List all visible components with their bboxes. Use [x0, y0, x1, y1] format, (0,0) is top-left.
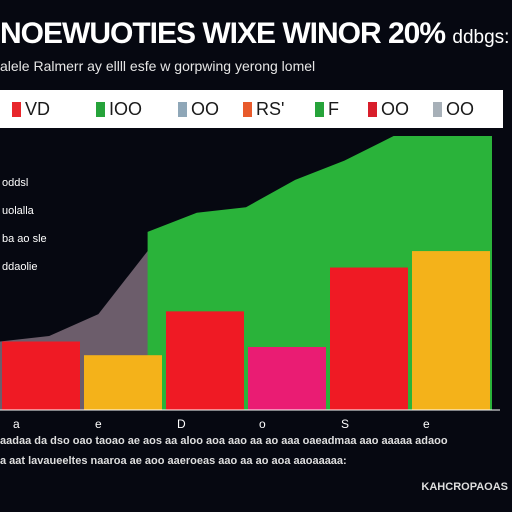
legend-item: OO [368, 99, 409, 119]
chart-title-suffix: ddbgs: [452, 27, 510, 48]
legend-swatch [178, 102, 187, 117]
legend-swatch [243, 102, 252, 117]
legend-label: OO [191, 99, 220, 119]
legend-swatch [315, 102, 324, 117]
source-credit: KAHCROPAOAS [421, 481, 508, 493]
legend-label: IOO [109, 99, 143, 119]
legend-item: RS' [243, 99, 284, 119]
legend-item: F [315, 99, 339, 119]
x-tick-label: e [95, 417, 102, 430]
x-tick-label: o [259, 417, 266, 430]
bar [248, 346, 326, 410]
legend-item: VD [12, 99, 50, 119]
bar [2, 341, 80, 410]
legend-label: F [328, 99, 339, 119]
legend-item: OO [178, 99, 219, 119]
footer-note-2: a aat lavaueeltes naaroa ae aoo aaeroeas… [0, 455, 347, 467]
legend-swatch [433, 102, 442, 117]
bar [330, 267, 408, 410]
legend-label: VD [25, 99, 51, 119]
x-tick-label: D [177, 417, 186, 430]
legend-label: OO [446, 99, 475, 119]
legend-label: RS' [256, 99, 285, 119]
legend-swatch [96, 102, 105, 117]
legend-item: IOO [96, 99, 142, 119]
legend-swatch [368, 102, 377, 117]
chart-title: NOEWUOTIES WIXE WINOR 20% ddbgs: [0, 14, 512, 54]
x-tick-label: e [423, 417, 430, 430]
y-tick-label: uolalla [2, 205, 35, 217]
bar [166, 311, 244, 410]
footer-note-1: aadaa da dso oao taoao ae aos aa aloo ao… [0, 435, 448, 447]
chart-title-text: NOEWUOTIES WIXE WINOR 20% [0, 17, 446, 50]
legend: VD IOO OO RS' F OO OO [0, 90, 503, 128]
y-tick-label: oddsl [2, 177, 28, 189]
legend-swatch [12, 102, 21, 117]
bar [84, 355, 162, 410]
legend-label: OO [381, 99, 410, 119]
x-tick-label: S [341, 417, 349, 430]
chart-subtitle: alele Ralmerr ay ellll esfe w gorpwing y… [0, 58, 316, 74]
bar [412, 251, 490, 410]
y-tick-label: ddaolie [2, 261, 37, 273]
x-tick-label: a [13, 417, 20, 430]
y-tick-label: ba ao sle [2, 233, 47, 245]
legend-item: OO [433, 99, 474, 119]
